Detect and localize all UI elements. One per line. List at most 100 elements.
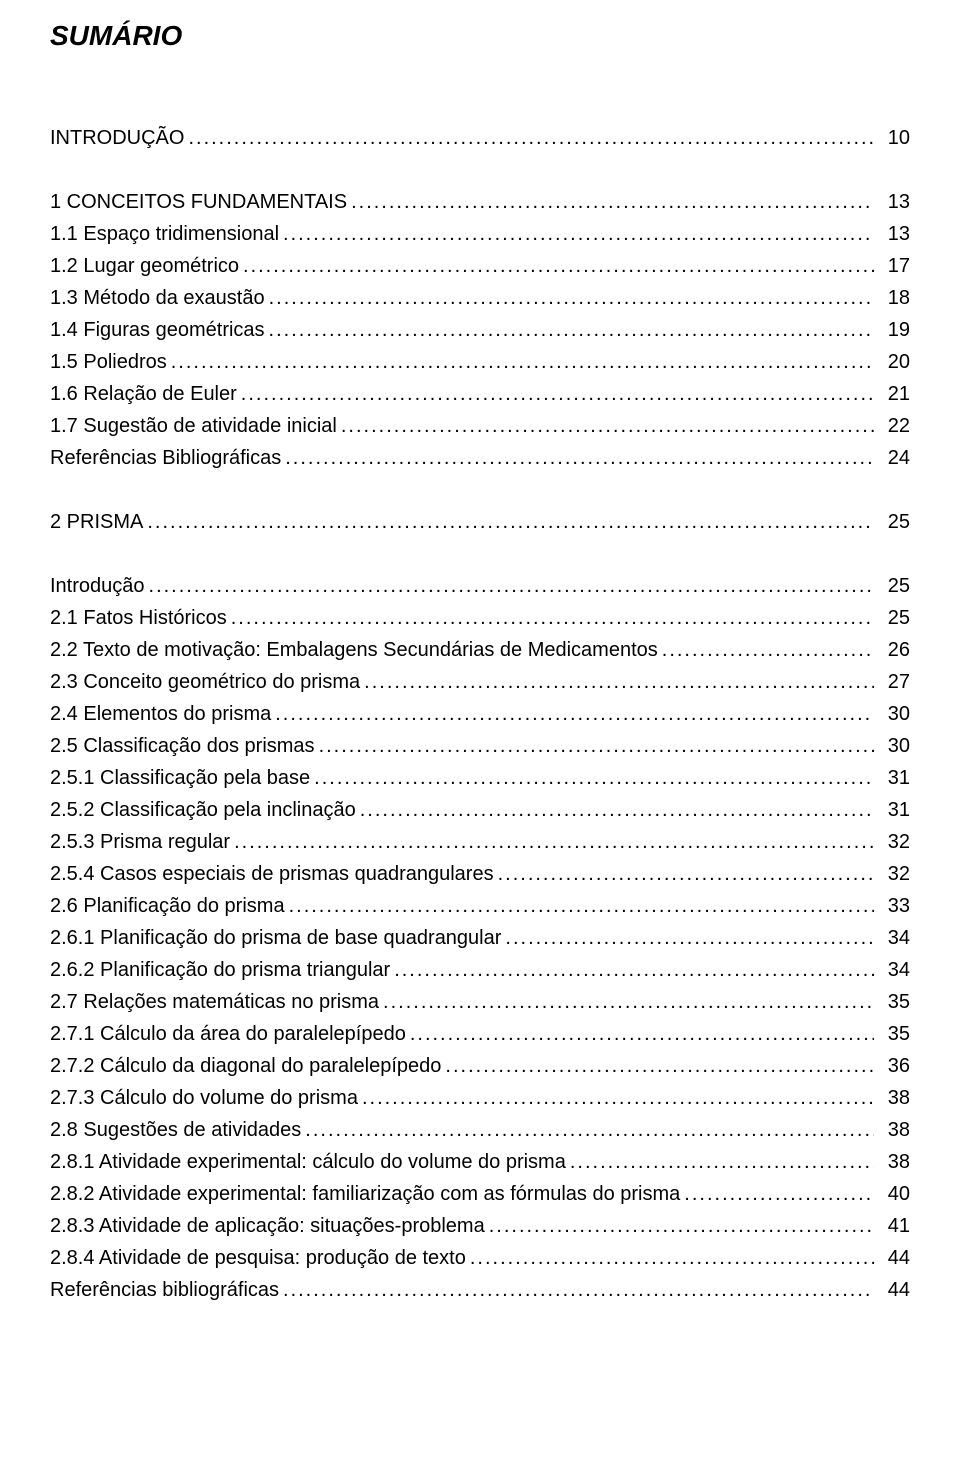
toc-page-number: 41 bbox=[878, 1210, 910, 1242]
toc-page-number: 22 bbox=[878, 410, 910, 442]
toc-leader-dots bbox=[662, 634, 874, 666]
toc-leader-dots bbox=[147, 506, 874, 538]
toc-leader-dots bbox=[394, 954, 874, 986]
toc-label: 2.5.1 Classificação pela base bbox=[50, 762, 310, 794]
toc-label: 2.8.4 Atividade de pesquisa: produção de… bbox=[50, 1242, 466, 1274]
toc-label: 2.8.1 Atividade experimental: cálculo do… bbox=[50, 1146, 566, 1178]
toc-label: 2.8.2 Atividade experimental: familiariz… bbox=[50, 1178, 680, 1210]
toc-label: 2.3 Conceito geométrico do prisma bbox=[50, 666, 360, 698]
toc-row: 1.5 Poliedros 20 bbox=[50, 346, 910, 378]
toc-page-number: 31 bbox=[878, 762, 910, 794]
toc-label: 2.6.1 Planificação do prisma de base qua… bbox=[50, 922, 501, 954]
toc-page-number: 44 bbox=[878, 1242, 910, 1274]
toc-row: 2.5.1 Classificação pela base 31 bbox=[50, 762, 910, 794]
toc-row: 2.4 Elementos do prisma30 bbox=[50, 698, 910, 730]
table-of-contents: INTRODUÇÃO101 CONCEITOS FUNDAMENTAIS131.… bbox=[50, 122, 910, 1306]
toc-label: 2.5.4 Casos especiais de prismas quadran… bbox=[50, 858, 494, 890]
toc-row: 1.2 Lugar geométrico 17 bbox=[50, 250, 910, 282]
toc-row: 2.3 Conceito geométrico do prisma 27 bbox=[50, 666, 910, 698]
toc-label: 1.1 Espaço tridimensional bbox=[50, 218, 279, 250]
toc-row: 2.6 Planificação do prisma33 bbox=[50, 890, 910, 922]
toc-row: Introdução25 bbox=[50, 570, 910, 602]
toc-leader-dots bbox=[283, 1274, 874, 1306]
toc-leader-dots bbox=[341, 410, 874, 442]
toc-label: 2.8.3 Atividade de aplicação: situações-… bbox=[50, 1210, 485, 1242]
toc-leader-dots bbox=[505, 922, 874, 954]
toc-page-number: 18 bbox=[878, 282, 910, 314]
toc-leader-dots bbox=[285, 442, 874, 474]
toc-row: 2.8.3 Atividade de aplicação: situações-… bbox=[50, 1210, 910, 1242]
toc-label: 2.7.2 Cálculo da diagonal do paralelepíp… bbox=[50, 1050, 441, 1082]
toc-row: 2.6.2 Planificação do prisma triangular3… bbox=[50, 954, 910, 986]
toc-label: 2 PRISMA bbox=[50, 506, 143, 538]
toc-label: 2.5.2 Classificação pela inclinação bbox=[50, 794, 356, 826]
toc-leader-dots bbox=[351, 186, 874, 218]
toc-row: 1.7 Sugestão de atividade inicial 22 bbox=[50, 410, 910, 442]
toc-page-number: 32 bbox=[878, 858, 910, 890]
toc-page-number: 31 bbox=[878, 794, 910, 826]
toc-page-number: 10 bbox=[878, 122, 910, 154]
toc-row: Referências bibliográficas 44 bbox=[50, 1274, 910, 1306]
toc-row: 2.8.2 Atividade experimental: familiariz… bbox=[50, 1178, 910, 1210]
toc-row: 1.1 Espaço tridimensional 13 bbox=[50, 218, 910, 250]
toc-leader-dots bbox=[489, 1210, 874, 1242]
toc-row: 2.8.1 Atividade experimental: cálculo do… bbox=[50, 1146, 910, 1178]
toc-page-number: 34 bbox=[878, 954, 910, 986]
toc-page-number: 34 bbox=[878, 922, 910, 954]
toc-label: Referências Bibliográficas bbox=[50, 442, 281, 474]
toc-leader-dots bbox=[188, 122, 874, 154]
toc-row: INTRODUÇÃO10 bbox=[50, 122, 910, 154]
toc-row: 2.7.3 Cálculo do volume do prisma38 bbox=[50, 1082, 910, 1114]
toc-page-number: 38 bbox=[878, 1146, 910, 1178]
toc-leader-dots bbox=[241, 378, 874, 410]
toc-label: 1.5 Poliedros bbox=[50, 346, 167, 378]
toc-row: 2.7.1 Cálculo da área do paralelepípedo3… bbox=[50, 1018, 910, 1050]
toc-label: 1 CONCEITOS FUNDAMENTAIS bbox=[50, 186, 347, 218]
toc-label: 1.7 Sugestão de atividade inicial bbox=[50, 410, 337, 442]
toc-page-number: 24 bbox=[878, 442, 910, 474]
toc-page-number: 21 bbox=[878, 378, 910, 410]
toc-page-number: 30 bbox=[878, 730, 910, 762]
toc-label: 2.5.3 Prisma regular bbox=[50, 826, 230, 858]
toc-page-number: 32 bbox=[878, 826, 910, 858]
toc-row: 2 PRISMA25 bbox=[50, 506, 910, 538]
toc-leader-dots bbox=[410, 1018, 874, 1050]
toc-leader-dots bbox=[314, 762, 874, 794]
toc-page-number: 38 bbox=[878, 1082, 910, 1114]
toc-row: 1.6 Relação de Euler 21 bbox=[50, 378, 910, 410]
toc-label: 2.1 Fatos Históricos bbox=[50, 602, 227, 634]
toc-label: Referências bibliográficas bbox=[50, 1274, 279, 1306]
toc-leader-dots bbox=[305, 1114, 874, 1146]
toc-row: 2.8 Sugestões de atividades38 bbox=[50, 1114, 910, 1146]
toc-row: 2.1 Fatos Históricos 25 bbox=[50, 602, 910, 634]
toc-page-number: 13 bbox=[878, 218, 910, 250]
toc-row: 1.4 Figuras geométricas19 bbox=[50, 314, 910, 346]
toc-row: 2.5.4 Casos especiais de prismas quadran… bbox=[50, 858, 910, 890]
toc-label: 1.2 Lugar geométrico bbox=[50, 250, 239, 282]
toc-label: 2.7.1 Cálculo da área do paralelepípedo bbox=[50, 1018, 406, 1050]
toc-leader-dots bbox=[684, 1178, 874, 1210]
toc-page-number: 33 bbox=[878, 890, 910, 922]
toc-row: 2.2 Texto de motivação: Embalagens Secun… bbox=[50, 634, 910, 666]
toc-page-number: 25 bbox=[878, 602, 910, 634]
toc-row: 1.3 Método da exaustão18 bbox=[50, 282, 910, 314]
toc-leader-dots bbox=[269, 314, 874, 346]
toc-leader-dots bbox=[360, 794, 874, 826]
toc-leader-dots bbox=[243, 250, 874, 282]
toc-leader-dots bbox=[498, 858, 874, 890]
toc-row: 2.6.1 Planificação do prisma de base qua… bbox=[50, 922, 910, 954]
toc-page-number: 44 bbox=[878, 1274, 910, 1306]
toc-label: 2.7 Relações matemáticas no prisma bbox=[50, 986, 379, 1018]
toc-leader-dots bbox=[234, 826, 874, 858]
toc-label: 2.5 Classificação dos prismas bbox=[50, 730, 315, 762]
toc-page-number: 20 bbox=[878, 346, 910, 378]
toc-leader-dots bbox=[364, 666, 874, 698]
toc-page-number: 27 bbox=[878, 666, 910, 698]
toc-row: 2.5 Classificação dos prismas 30 bbox=[50, 730, 910, 762]
toc-leader-dots bbox=[445, 1050, 874, 1082]
toc-row: 2.8.4 Atividade de pesquisa: produção de… bbox=[50, 1242, 910, 1274]
toc-label: 1.6 Relação de Euler bbox=[50, 378, 237, 410]
toc-leader-dots bbox=[319, 730, 874, 762]
toc-page-number: 17 bbox=[878, 250, 910, 282]
toc-leader-dots bbox=[362, 1082, 874, 1114]
